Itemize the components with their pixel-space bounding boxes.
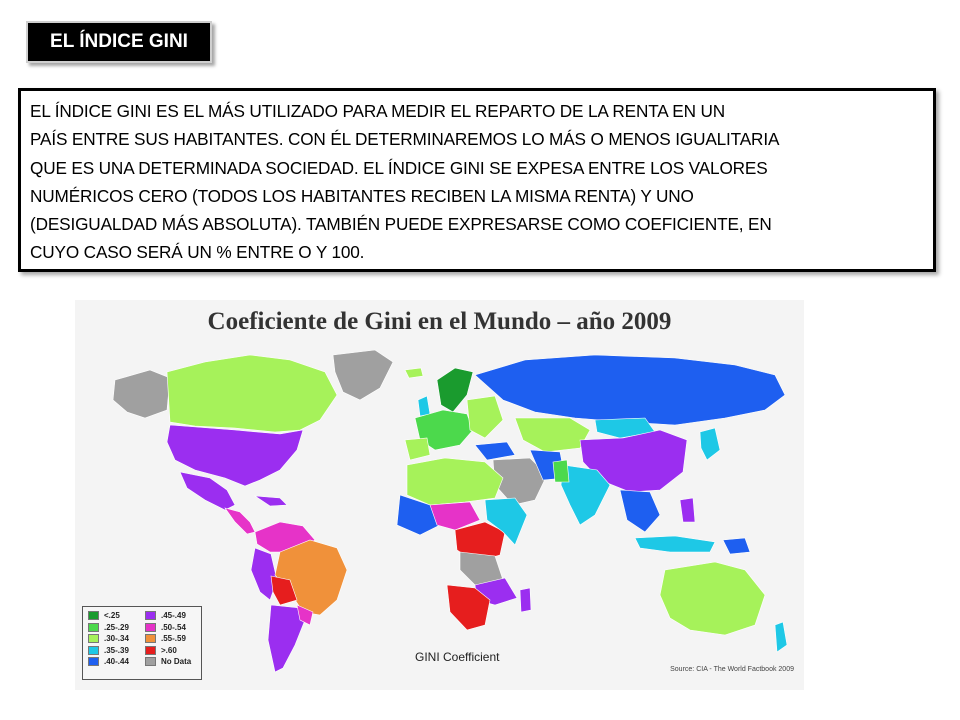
- legend-title: GINI Coefficient: [415, 650, 500, 664]
- madagascar-region: [519, 587, 532, 613]
- map-source: Source: CIA - The World Factbook 2009: [670, 666, 794, 673]
- australia-region: [659, 561, 766, 636]
- legend-item: .45-.49: [145, 610, 191, 621]
- usa-region: [166, 424, 304, 487]
- scandinavia-region: [436, 367, 474, 413]
- east-africa-region: [484, 497, 528, 546]
- description-line: NUMÉRICOS CERO (TODOS LOS HABITANTES REC…: [30, 185, 694, 206]
- central-africa-region: [454, 521, 506, 563]
- legend-item: .25-.29: [88, 622, 129, 633]
- legend-label: .55-.59: [161, 634, 186, 643]
- description-line: PAÍS ENTRE SUS HABITANTES. CON ÉL DETERM…: [30, 129, 780, 150]
- central-america-region: [224, 507, 256, 535]
- legend-item: .35-.39: [88, 645, 129, 656]
- peru-region: [250, 547, 278, 601]
- description-text-box: EL ÍNDICE GINI ES EL MÁS UTILIZADO PARA …: [18, 88, 936, 272]
- gini-world-map: Coeficiente de Gini en el Mundo – año 20…: [75, 300, 804, 690]
- legend-swatch: [145, 645, 156, 655]
- sahel-region: [429, 501, 481, 531]
- papua-region: [722, 537, 751, 555]
- legend-item: .55-.59: [145, 633, 191, 644]
- central-asia-region: [514, 417, 591, 453]
- iberia-region: [404, 437, 431, 461]
- greenland-region: [332, 349, 394, 401]
- brazil-region: [274, 539, 348, 616]
- alaska-region: [112, 369, 171, 419]
- india-region: [560, 464, 611, 526]
- philippines-region: [679, 497, 696, 523]
- paraguay-uruguay-region: [296, 604, 314, 626]
- turkey-region: [474, 441, 516, 461]
- legend-swatch: [88, 634, 99, 643]
- legend-item: .40-.44: [88, 656, 129, 667]
- legend-swatch: [145, 657, 156, 666]
- legend-label: .45-.49: [161, 611, 186, 620]
- new-zealand-region: [774, 621, 788, 653]
- legend-label: .30-.34: [104, 634, 129, 643]
- japan-region: [699, 427, 721, 461]
- legend-item: No Data: [145, 656, 191, 667]
- description-line: QUE ES UNA DETERMINADA SOCIEDAD. EL ÍNDI…: [30, 157, 768, 178]
- legend-swatch: [145, 611, 156, 620]
- world-map-graphic: [112, 349, 788, 673]
- legend-swatch: [88, 657, 99, 666]
- uk-region: [417, 395, 431, 417]
- legend-swatch: [88, 611, 99, 620]
- description-line: CUYO CASO SERÁ UN % ENTRE O Y 100.: [30, 242, 365, 263]
- legend-label: <.25: [104, 611, 120, 620]
- canada-region: [166, 354, 338, 433]
- legend-item: .30-.34: [88, 633, 129, 644]
- legend-swatch: [88, 645, 99, 655]
- legend-label: >.60: [161, 645, 177, 655]
- southeast-asia-region: [619, 489, 661, 533]
- indonesia-region: [634, 535, 716, 553]
- west-africa-region: [396, 494, 441, 536]
- slide-title: EL ÍNDICE GINI: [26, 21, 212, 63]
- southern-africa-region: [446, 584, 491, 631]
- bolivia-region: [270, 575, 298, 606]
- caribbean-region: [253, 495, 288, 507]
- legend-swatch: [88, 622, 99, 632]
- legend-item: <.25: [88, 610, 129, 621]
- legend-item: .50-.54: [145, 622, 191, 633]
- pakistan-region: [552, 459, 570, 483]
- legend-label: .50-.54: [161, 622, 186, 632]
- eastern-europe-region: [466, 395, 504, 439]
- map-legend: <.25 .25-.29 .30-.34 .35-.39 .40-.44 .45…: [82, 606, 202, 680]
- legend-label: .25-.29: [104, 622, 129, 632]
- north-africa-region: [406, 457, 504, 506]
- legend-label: No Data: [161, 657, 192, 666]
- legend-label: .40-.44: [104, 657, 129, 666]
- iceland-region: [404, 367, 424, 379]
- description-line: (DESIGUALDAD MÁS ABSOLUTA). TAMBIÉN PUED…: [30, 214, 772, 235]
- description-line: EL ÍNDICE GINI ES EL MÁS UTILIZADO PARA …: [30, 101, 726, 121]
- legend-label: .35-.39: [104, 645, 129, 655]
- legend-swatch: [145, 622, 156, 632]
- map-title: Coeficiente de Gini en el Mundo – año 20…: [207, 308, 672, 335]
- legend-item: >.60: [145, 645, 191, 656]
- mexico-region: [179, 471, 236, 511]
- russia-region: [474, 354, 786, 426]
- legend-swatch: [145, 634, 156, 643]
